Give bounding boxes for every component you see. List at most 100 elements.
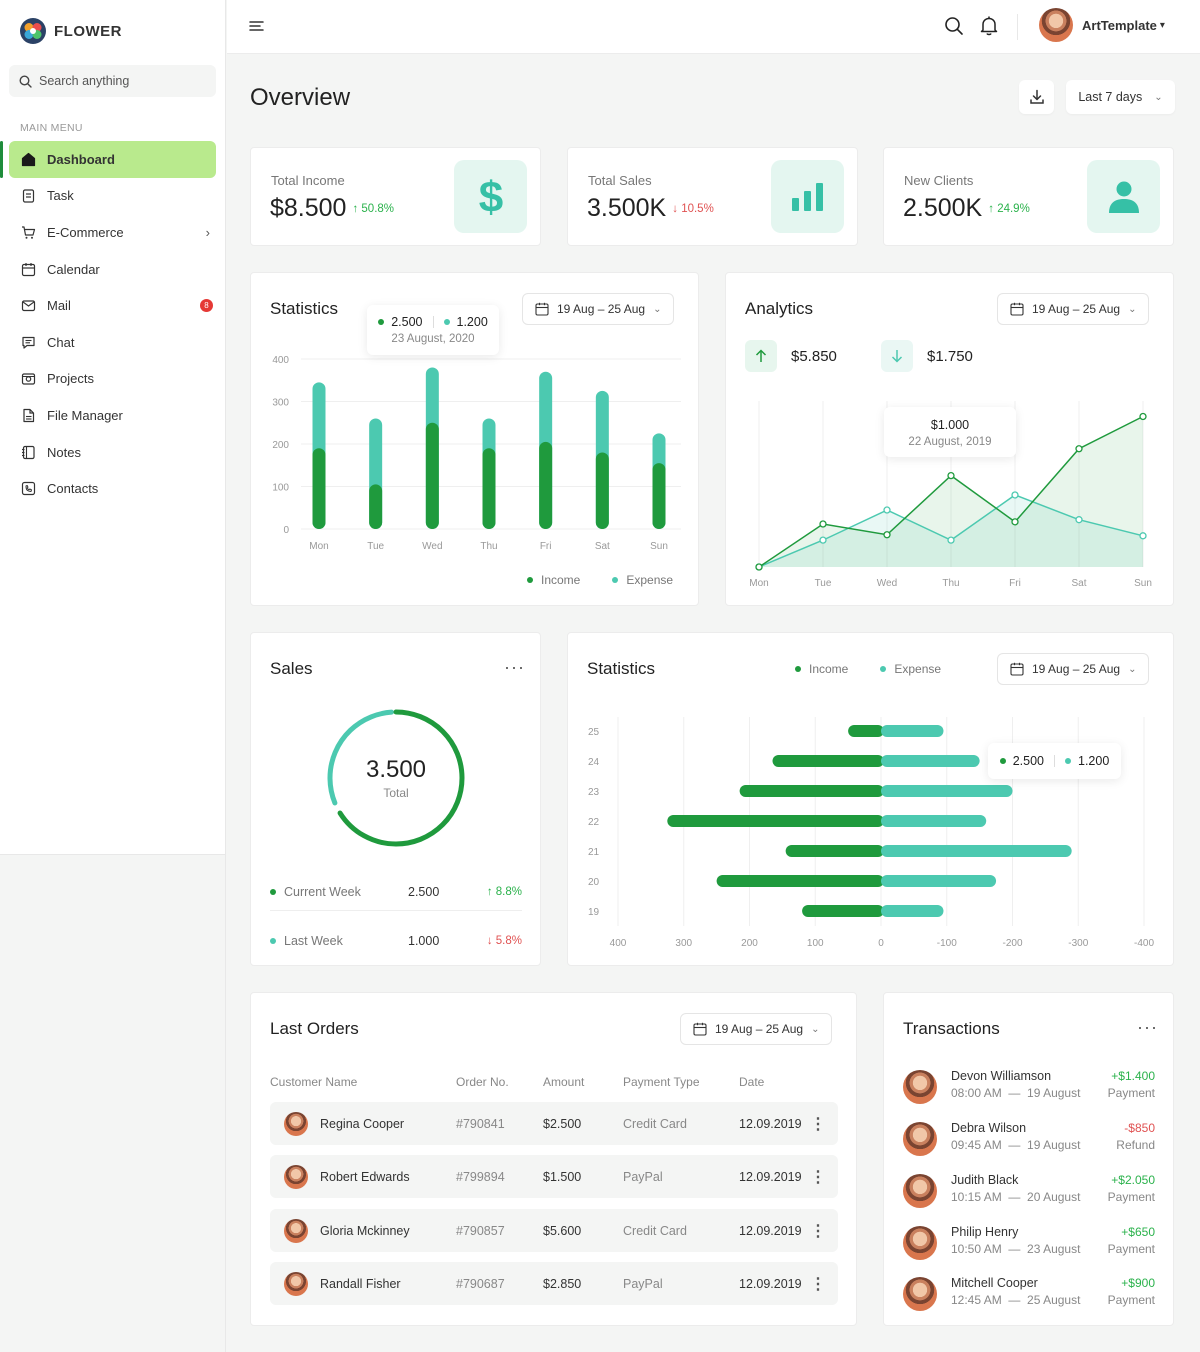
chevron-down-icon: ⌄ <box>653 303 662 315</box>
list-item[interactable]: Mitchell Cooper 12:45 AM — 25 August +$9… <box>903 1276 1155 1312</box>
statistics-legend: Income Expense <box>527 573 673 587</box>
search-input[interactable] <box>39 74 199 88</box>
sidebar-item-file-manager[interactable]: File Manager <box>9 397 216 434</box>
avatar <box>1039 8 1073 42</box>
avatar <box>284 1164 308 1189</box>
sidebar-item-ecommerce[interactable]: E-Commerce › <box>9 214 216 251</box>
table-row[interactable]: Gloria Mckinney #790857 $5.600 Credit Ca… <box>270 1209 838 1252</box>
analytics-down-metric: $1.750 <box>881 340 973 372</box>
table-row[interactable]: Randall Fisher #790687 $2.850 PayPal 12.… <box>270 1262 838 1305</box>
order-amount: $5.600 <box>543 1223 582 1238</box>
statistics-range-select[interactable]: 19 Aug – 25 Aug ⌄ <box>522 293 675 325</box>
x-tick-label: Tue <box>367 541 384 552</box>
avatar <box>903 1277 937 1311</box>
sidebar-item-contacts[interactable]: Contacts <box>9 470 216 507</box>
order-payment: PayPal <box>623 1169 663 1184</box>
bar-expense <box>881 755 980 767</box>
bar-income <box>848 725 884 737</box>
kebab-menu-icon[interactable]: ⋮ <box>810 1275 826 1293</box>
statistics-horizontal-card: Statistics Income Expense 19 Aug – 25 Au… <box>567 632 1174 966</box>
kebab-menu-icon[interactable]: ⋮ <box>810 1115 826 1133</box>
sidebar-item-dashboard[interactable]: Dashboard <box>0 141 216 178</box>
tx-time: 10:15 AM — 20 August <box>951 1190 1081 1204</box>
list-item[interactable]: Judith Black 10:15 AM — 20 August +$2.05… <box>903 1173 1155 1209</box>
list-item[interactable]: Philip Henry 10:50 AM — 23 August +$650 … <box>903 1225 1155 1261</box>
sidebar-search[interactable] <box>9 65 216 97</box>
kpi-label: New Clients <box>904 173 974 188</box>
x-tick-label: -200 <box>1002 938 1022 949</box>
user-name: ArtTemplate <box>1082 17 1157 33</box>
kpi-change: ↑ 24.9% <box>988 203 1030 216</box>
sidebar-item-projects[interactable]: Projects <box>9 361 216 398</box>
user-icon <box>1108 181 1139 213</box>
sidebar-item-calendar[interactable]: Calendar <box>9 251 216 288</box>
avatar <box>284 1111 308 1136</box>
point-expense <box>1011 491 1019 499</box>
table-row[interactable]: Regina Cooper #790841 $2.500 Credit Card… <box>270 1102 838 1145</box>
sidebar-item-mail[interactable]: Mail 8 <box>9 287 216 324</box>
more-options-icon[interactable]: ··· <box>1137 1017 1158 1037</box>
bar-chart-icon <box>791 182 823 211</box>
donut-segment-current-week <box>327 709 465 847</box>
bar-expense <box>881 785 1013 797</box>
order-number: #790857 <box>456 1223 505 1238</box>
bar-expense <box>881 725 944 737</box>
sidebar-item-label: File Manager <box>47 407 123 423</box>
calendar-icon <box>1010 302 1024 316</box>
calendar-icon <box>535 302 549 316</box>
point-expense <box>883 506 891 514</box>
svg-text:$: $ <box>478 175 502 219</box>
list-item[interactable]: Debra Wilson 09:45 AM — 19 August -$850 … <box>903 1121 1155 1157</box>
legend-expense: Expense <box>880 662 941 676</box>
sidebar-item-notes[interactable]: Notes <box>9 434 216 471</box>
sales-card: Sales ··· 3.500 Total Current Week 2.500… <box>250 632 541 966</box>
hamburger-menu-icon[interactable] <box>249 19 265 33</box>
tx-name: Philip Henry <box>951 1225 1019 1239</box>
sidebar-item-label: Notes <box>47 444 81 460</box>
brand[interactable]: FLOWER <box>20 18 122 44</box>
caret-down-icon: ▾ <box>1159 19 1165 31</box>
more-options-icon[interactable]: ··· <box>504 657 525 677</box>
range-label: 19 Aug – 25 Aug <box>715 1022 804 1036</box>
main-menu: Dashboard Task E-Commerce › Calendar Mai… <box>0 141 216 507</box>
chevron-down-icon: ⌄ <box>1128 663 1137 675</box>
bell-icon[interactable] <box>979 15 999 37</box>
flower-logo-icon <box>20 18 46 44</box>
tx-amount: +$650 <box>1121 1225 1155 1239</box>
list-item[interactable]: Devon Williamson 08:00 AM — 19 August +$… <box>903 1069 1155 1105</box>
sales-row-value: 1.000 <box>408 934 440 948</box>
sidebar-item-task[interactable]: Task <box>9 178 216 215</box>
statistics2-range-select[interactable]: 19 Aug – 25 Aug ⌄ <box>997 653 1150 685</box>
contacts-icon <box>21 482 36 496</box>
avatar <box>284 1218 308 1243</box>
orders-range-select[interactable]: 19 Aug – 25 Aug ⌄ <box>680 1013 833 1045</box>
x-tick-label: 200 <box>741 938 758 949</box>
kebab-menu-icon[interactable]: ⋮ <box>810 1168 826 1186</box>
table-row[interactable]: Robert Edwards #799894 $1.500 PayPal 12.… <box>270 1155 838 1198</box>
card-title: Statistics <box>270 299 339 318</box>
chevron-down-icon: ⌄ <box>811 1023 820 1035</box>
kpi-icon-box: $ <box>454 160 527 233</box>
order-payment: PayPal <box>623 1276 663 1291</box>
kebab-menu-icon[interactable]: ⋮ <box>810 1222 826 1240</box>
avatar <box>284 1271 308 1296</box>
sidebar-item-label: Dashboard <box>47 151 115 167</box>
analytics-range-select[interactable]: 19 Aug – 25 Aug ⌄ <box>997 293 1150 325</box>
sidebar-item-chat[interactable]: Chat <box>9 324 216 361</box>
sidebar-empty-area <box>0 855 226 1352</box>
date-range-select[interactable]: Last 7 days ⌄ <box>1066 80 1175 114</box>
bar-income <box>772 755 884 767</box>
point-income <box>755 563 763 571</box>
order-amount: $2.500 <box>543 1116 582 1131</box>
column-header-amount: Amount <box>543 1075 585 1089</box>
search-icon[interactable] <box>944 16 964 36</box>
sales-row-label: Last Week <box>284 934 343 948</box>
kpi-value: 2.500K ↑ 24.9% <box>903 194 1030 222</box>
download-button[interactable] <box>1019 80 1054 114</box>
user-menu[interactable]: ArtTemplate ▾ <box>1039 8 1165 42</box>
tooltip-date: 22 August, 2019 <box>908 436 992 448</box>
y-tick-label: 19 <box>588 907 600 918</box>
arrow-up-icon <box>745 340 777 372</box>
tx-amount: +$900 <box>1121 1276 1155 1290</box>
x-tick-label: -100 <box>937 938 957 949</box>
